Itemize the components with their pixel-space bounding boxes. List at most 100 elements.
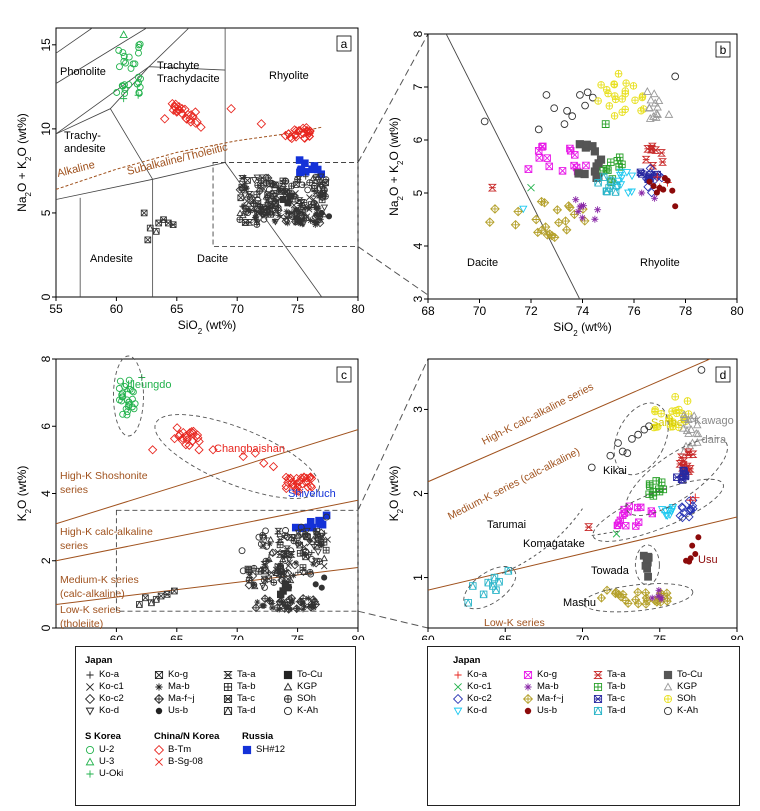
data-point bbox=[251, 207, 258, 214]
y-tick-label: 8 bbox=[411, 30, 425, 37]
data-point bbox=[167, 98, 178, 109]
data-point bbox=[631, 96, 639, 104]
data-point bbox=[323, 513, 331, 521]
legend-marker-shape bbox=[223, 670, 233, 680]
x-tick-label: 65 bbox=[170, 633, 184, 640]
data-point bbox=[184, 440, 194, 450]
data-point bbox=[665, 414, 673, 422]
data-point bbox=[125, 376, 133, 384]
data-point bbox=[263, 211, 270, 218]
data-point bbox=[680, 413, 689, 422]
data-point bbox=[613, 157, 622, 165]
legend-item-label: Ko-c2 bbox=[467, 693, 492, 704]
data-point bbox=[495, 577, 503, 586]
data-point bbox=[119, 49, 127, 57]
legend-item-label: B-Tm bbox=[168, 744, 192, 755]
legend-item-marker bbox=[593, 670, 603, 680]
data-point bbox=[148, 445, 158, 455]
data-point bbox=[122, 59, 129, 67]
y-axis-label: Na2O + K2O (wt%) bbox=[387, 117, 405, 216]
field-boundary bbox=[445, 34, 581, 299]
boundary-label: High-K calc-alkaline bbox=[60, 526, 153, 538]
data-point bbox=[266, 540, 273, 547]
data-point bbox=[284, 199, 292, 207]
data-point bbox=[190, 118, 201, 128]
data-point bbox=[558, 167, 567, 175]
data-point bbox=[618, 108, 626, 116]
field-label: Trachydacite bbox=[157, 73, 220, 85]
data-point bbox=[622, 169, 632, 177]
data-point bbox=[652, 423, 660, 431]
data-point bbox=[311, 177, 320, 184]
data-point bbox=[259, 205, 266, 213]
data-point bbox=[601, 120, 610, 128]
data-point bbox=[135, 44, 143, 51]
data-point bbox=[484, 217, 495, 227]
data-point bbox=[294, 126, 304, 135]
data-point bbox=[697, 366, 706, 374]
data-point bbox=[239, 211, 247, 219]
data-point bbox=[235, 185, 245, 195]
leader-line bbox=[591, 530, 619, 537]
data-point bbox=[187, 111, 198, 122]
data-point bbox=[120, 52, 128, 60]
data-point bbox=[684, 512, 694, 522]
data-point bbox=[661, 175, 668, 182]
series-boundary bbox=[428, 359, 712, 483]
data-point bbox=[304, 533, 311, 541]
data-point bbox=[324, 536, 331, 543]
legend-heading: Russia bbox=[242, 731, 274, 742]
legend-marker-shape bbox=[155, 758, 163, 766]
data-point bbox=[282, 527, 289, 534]
data-point bbox=[269, 180, 277, 188]
y-tick-label: 5 bbox=[411, 189, 425, 196]
data-point bbox=[137, 75, 144, 83]
data-point bbox=[308, 165, 316, 174]
data-point bbox=[294, 569, 301, 576]
legend-marker-shape bbox=[593, 670, 603, 680]
data-point bbox=[611, 92, 619, 100]
data-point bbox=[306, 179, 314, 187]
legend-marker-shape bbox=[663, 682, 673, 691]
legend-marker-shape bbox=[86, 671, 94, 679]
data-point bbox=[689, 542, 696, 549]
data-point bbox=[254, 599, 261, 606]
data-point bbox=[487, 183, 497, 192]
data-point bbox=[272, 198, 279, 205]
data-point bbox=[307, 537, 313, 544]
field-label: andesite bbox=[64, 143, 106, 155]
legend-item-marker bbox=[155, 683, 163, 691]
data-point bbox=[148, 598, 155, 607]
data-point bbox=[652, 109, 661, 117]
field-boundary bbox=[56, 28, 147, 84]
data-point bbox=[624, 189, 633, 198]
data-point bbox=[301, 603, 308, 610]
legend-item-marker bbox=[283, 706, 293, 716]
series-boundary bbox=[56, 499, 358, 562]
data-point bbox=[657, 478, 666, 486]
data-point bbox=[290, 131, 300, 140]
data-point bbox=[292, 218, 299, 226]
data-point bbox=[290, 572, 297, 579]
data-point bbox=[121, 89, 129, 97]
series-label: Mashu bbox=[563, 597, 596, 609]
data-point bbox=[262, 527, 269, 535]
data-point bbox=[318, 584, 325, 591]
legend-marker-shape bbox=[283, 694, 293, 704]
data-point bbox=[317, 187, 325, 195]
x-tick-label: 80 bbox=[351, 302, 365, 316]
data-point bbox=[298, 593, 308, 603]
legend-item-label: Ko-c1 bbox=[99, 681, 124, 692]
data-point bbox=[561, 225, 572, 235]
data-point bbox=[322, 546, 330, 554]
data-point bbox=[305, 131, 315, 141]
data-point bbox=[305, 126, 315, 136]
data-point bbox=[296, 215, 303, 222]
data-point bbox=[675, 460, 685, 468]
x-tick-label: 70 bbox=[231, 633, 245, 640]
data-point bbox=[294, 175, 302, 183]
legend-item-marker bbox=[154, 670, 164, 680]
data-point bbox=[292, 486, 302, 496]
legend-item-marker bbox=[663, 706, 673, 716]
